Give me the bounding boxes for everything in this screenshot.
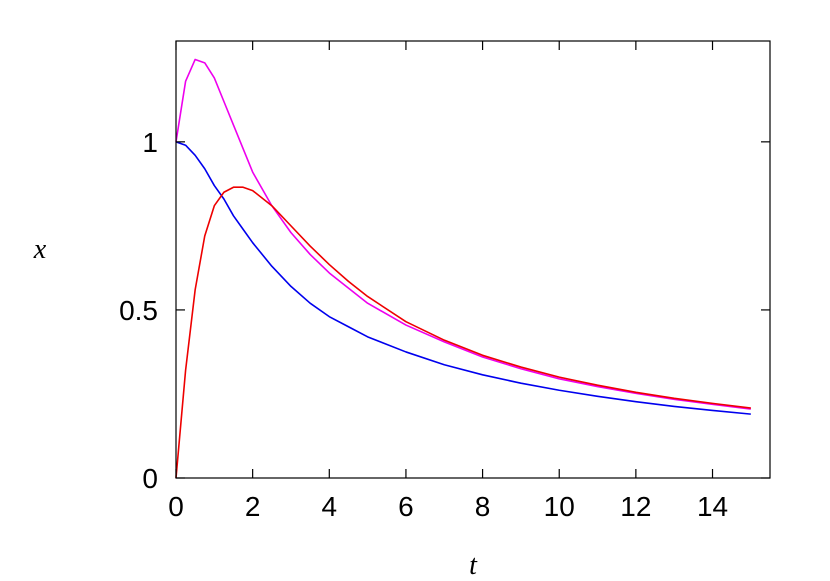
x-tick-label: 12 xyxy=(620,491,651,522)
x-axis-label: t xyxy=(469,550,478,581)
x-tick-label: 6 xyxy=(398,491,414,522)
y-tick-label: 0.5 xyxy=(119,295,158,326)
series-line-1 xyxy=(175,141,751,415)
y-tick-label: 1 xyxy=(142,127,158,158)
y-axis-label: x xyxy=(33,234,47,265)
x-tick-label: 10 xyxy=(544,491,575,522)
series-line-2 xyxy=(175,58,751,410)
x-tick-label: 0 xyxy=(168,491,184,522)
y-axis-ticks: 00.51 xyxy=(119,127,770,494)
x-tick-label: 8 xyxy=(475,491,491,522)
x-tick-label: 4 xyxy=(322,491,338,522)
series-line-3 xyxy=(175,186,751,479)
plot-frame xyxy=(175,40,771,479)
series-layer xyxy=(175,58,751,479)
y-tick-label: 0 xyxy=(142,463,158,494)
x-tick-label: 14 xyxy=(697,491,728,522)
x-tick-label: 2 xyxy=(245,491,261,522)
x-axis-ticks: 0 2 4 6 8 10 12 14 xyxy=(168,41,728,522)
